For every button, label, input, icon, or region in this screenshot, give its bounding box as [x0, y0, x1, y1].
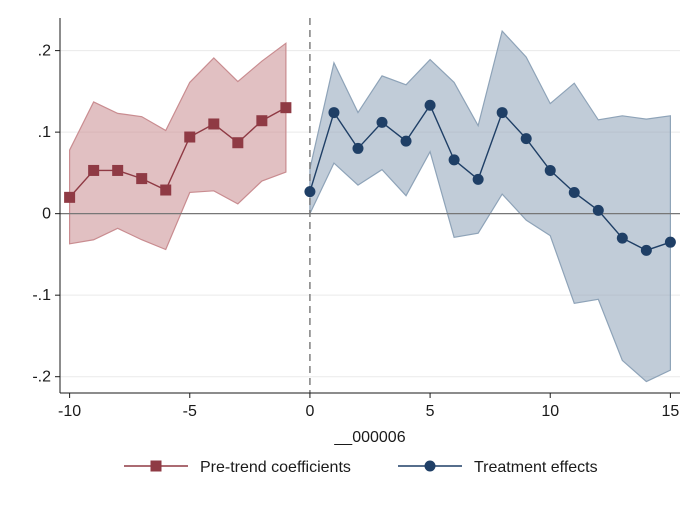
axes: -.2 -.1 0 .1 .2 -10 -5 0 5 10 15 [32, 18, 680, 420]
confidence-band [309, 29, 671, 383]
x-axis-title: __000006 [333, 429, 405, 446]
legend-marker-circle [424, 460, 436, 472]
data-point-square [208, 118, 220, 130]
data-point-circle [640, 244, 652, 256]
y-tick-label: .2 [38, 43, 51, 60]
data-point-circle [448, 154, 460, 166]
data-point-square [232, 137, 244, 149]
series-line [69, 107, 287, 198]
data-point-circle [328, 107, 340, 119]
data-point-circle [496, 107, 508, 119]
confidence-band [69, 42, 287, 251]
data-point-square [184, 131, 196, 143]
x-tick-label: -5 [183, 403, 197, 420]
y-tick-label: 0 [42, 206, 51, 223]
series-markers [64, 99, 676, 256]
data-point-square [160, 184, 172, 196]
data-point-circle [592, 204, 604, 216]
data-point-circle [616, 232, 628, 244]
x-tick-label: 15 [661, 403, 679, 420]
series-line [309, 103, 671, 252]
legend: Pre-trend coefficients Treatment effects [124, 459, 598, 476]
data-point-circle [664, 236, 676, 248]
data-point-circle [304, 186, 316, 198]
data-point-square [280, 102, 292, 114]
x-tick-label: 5 [426, 403, 435, 420]
data-point-circle [472, 173, 484, 185]
legend-marker-square [150, 460, 162, 472]
legend-label: Treatment effects [474, 459, 598, 476]
y-tick-label: -.1 [32, 287, 51, 304]
data-point-square [136, 173, 148, 185]
data-point-circle [352, 142, 364, 154]
data-point-circle [424, 99, 436, 111]
data-point-square [64, 191, 76, 203]
data-point-circle [520, 133, 532, 145]
data-point-square [256, 115, 268, 127]
series-lines [69, 103, 671, 252]
data-point-circle [376, 116, 388, 128]
reference-lines [60, 18, 680, 393]
data-point-circle [544, 164, 556, 176]
y-tick-label: -.2 [32, 369, 51, 386]
x-tick-label: -10 [58, 403, 81, 420]
legend-label: Pre-trend coefficients [200, 459, 351, 476]
data-point-square [112, 164, 124, 176]
data-point-circle [400, 135, 412, 147]
data-point-square [88, 164, 100, 176]
x-tick-label: 0 [305, 403, 314, 420]
x-tick-label: 10 [541, 403, 559, 420]
y-tick-label: .1 [38, 124, 51, 141]
confidence-bands [69, 29, 671, 383]
data-point-circle [568, 186, 580, 198]
